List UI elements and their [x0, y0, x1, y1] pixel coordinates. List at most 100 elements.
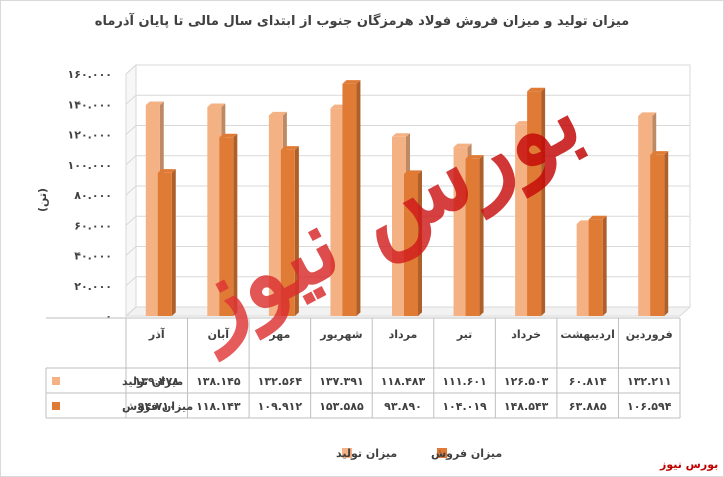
data-label: ۱۳۲.۵۶۴	[258, 375, 303, 388]
bar-production-top	[638, 112, 657, 117]
x-category-label: مهر	[268, 328, 290, 341]
bar-sales	[527, 87, 546, 317]
gridline-side	[125, 276, 137, 287]
gridline-side	[125, 94, 137, 105]
data-label: ۱۳۹.۴۷۸	[135, 375, 180, 388]
table-series-name: میزان تولید	[122, 375, 183, 388]
bar-production-top	[145, 101, 164, 106]
bar-sales-side	[356, 80, 361, 316]
bar-production-front	[576, 224, 591, 316]
y-tick-label: ۲۰.۰۰۰	[74, 280, 112, 293]
legend: میزان تولید میزان فروش	[336, 447, 502, 460]
y-tick-label: ۱۴۰.۰۰۰	[68, 98, 112, 111]
x-category-label: آبان	[208, 327, 230, 341]
chart-title: میزان تولید و میزان فروش فولاد هرمزگان ج…	[94, 14, 630, 29]
bar-sales-top	[465, 155, 484, 159]
x-category-label: فروردین	[626, 328, 673, 341]
x-category-label: آذر	[148, 327, 165, 341]
legend-swatch	[342, 448, 352, 458]
data-label: ۶۰.۸۱۴	[569, 375, 607, 388]
bar-production-front	[145, 105, 160, 317]
bar-sales-top	[527, 87, 546, 92]
bar-sales-front	[404, 173, 418, 316]
y-tick-label: ۶۰.۰۰۰	[74, 219, 112, 232]
gridline-side	[125, 185, 137, 196]
bar-production-front	[515, 124, 530, 316]
x-category-label: مرداد	[389, 328, 418, 341]
data-label: ۱۳۷.۳۹۱	[319, 375, 363, 388]
data-label: ۱۲۶.۵۰۳	[504, 375, 549, 388]
data-label: ۱۳۲.۲۱۱	[627, 375, 671, 388]
data-label: ۹۳.۸۹۰	[384, 400, 422, 413]
bar-sales-side	[233, 133, 238, 316]
legend-label: میزان تولید	[336, 447, 397, 460]
bar-sales-top	[650, 151, 669, 155]
table-series-swatch	[52, 377, 60, 385]
bar-production-front	[638, 116, 653, 317]
bar-production-front	[268, 115, 283, 316]
data-label: ۱۵۳.۵۸۵	[319, 400, 364, 413]
bar-sales-top	[342, 80, 361, 84]
data-label: ۱۰۹.۹۱۲	[258, 400, 303, 413]
bar-sales-side	[602, 215, 607, 316]
data-label: ۱۳۸.۱۴۵	[196, 375, 241, 388]
bar-production-front	[453, 147, 468, 316]
bar-sales-front	[280, 149, 295, 316]
y-tick-label: ۱۶۰.۰۰۰	[68, 68, 112, 81]
bar-sales	[342, 80, 361, 316]
bar-sales-side	[294, 146, 299, 316]
bar-sales-side	[541, 87, 546, 316]
data-label: ۹۴.۷۱۰	[138, 400, 176, 413]
data-label: ۱۰۶.۵۹۴	[627, 400, 672, 413]
bar-sales-front	[527, 91, 542, 317]
bar-sales-side	[418, 170, 422, 316]
bar-sales-side	[664, 151, 669, 316]
bar-sales-front	[465, 158, 480, 316]
bar-sales	[588, 215, 607, 316]
data-label: ۱۱۸.۴۸۳	[381, 375, 426, 388]
bar-sales	[465, 155, 484, 316]
data-table: فروردین اردیبهشت خرداد تیر مرداد شهریور مهر آبا…	[45, 317, 681, 419]
bar-sales	[280, 146, 299, 316]
x-category-label: تیر	[456, 328, 472, 341]
gridline-side	[125, 125, 137, 135]
bar-sales-side	[171, 169, 176, 316]
brand-logo: بورس نیوز	[660, 458, 719, 471]
table-series-name: میزان فروش	[122, 400, 193, 413]
bar-sales-top	[280, 146, 299, 150]
axis-layer: ۰ ۲۰.۰۰۰ ۴۰.۰۰۰ ۶۰.۰۰۰ ۸۰.۰۰۰ ۱۰۰.۰۰۰ ۱۲۰.۰۰۰ ۱…	[36, 68, 112, 323]
bar-sales-front	[157, 172, 172, 316]
y-tick-label: ۴۰.۰۰۰	[74, 250, 112, 263]
data-label: ۶۳.۸۸۵	[569, 400, 607, 413]
y-tick-label: ۱۰۰.۰۰۰	[68, 159, 112, 172]
bar-sales	[404, 170, 422, 316]
data-label: ۱۰۴.۰۱۹	[442, 400, 487, 413]
bar-sales-front	[650, 154, 665, 316]
gridline-side	[125, 155, 137, 166]
bar-sales-top	[219, 133, 238, 138]
gridline-side	[125, 306, 137, 317]
x-category-label: اردیبهشت	[560, 328, 614, 341]
bar-production-front	[207, 107, 222, 316]
legend-label: میزان فروش	[431, 447, 502, 460]
y-tick-label: ۱۲۰.۰۰۰	[68, 129, 112, 142]
table-series-swatch	[52, 402, 60, 410]
data-label: ۱۴۸.۵۴۳	[504, 400, 549, 413]
y-tick-label: ۰	[105, 310, 112, 323]
bar-sales-top	[404, 170, 422, 174]
gridline-side	[125, 215, 137, 226]
bar-sales-front	[342, 83, 357, 316]
y-axis-label: (تن)	[36, 188, 49, 212]
bar-sales-side	[479, 155, 484, 316]
legend-swatch	[437, 448, 447, 458]
y-tick-label: ۸۰.۰۰۰	[74, 189, 112, 202]
bar-production-top	[268, 111, 287, 116]
bar-sales	[219, 133, 238, 316]
bar-sales	[650, 151, 669, 316]
bar-production-front	[330, 108, 345, 317]
bar-production-front	[392, 136, 406, 316]
x-category-label: شهریور	[319, 328, 362, 341]
bar-production-top	[392, 133, 410, 137]
x-category-label: خرداد	[511, 328, 541, 341]
data-label: ۱۱۸.۱۴۳	[196, 400, 241, 413]
